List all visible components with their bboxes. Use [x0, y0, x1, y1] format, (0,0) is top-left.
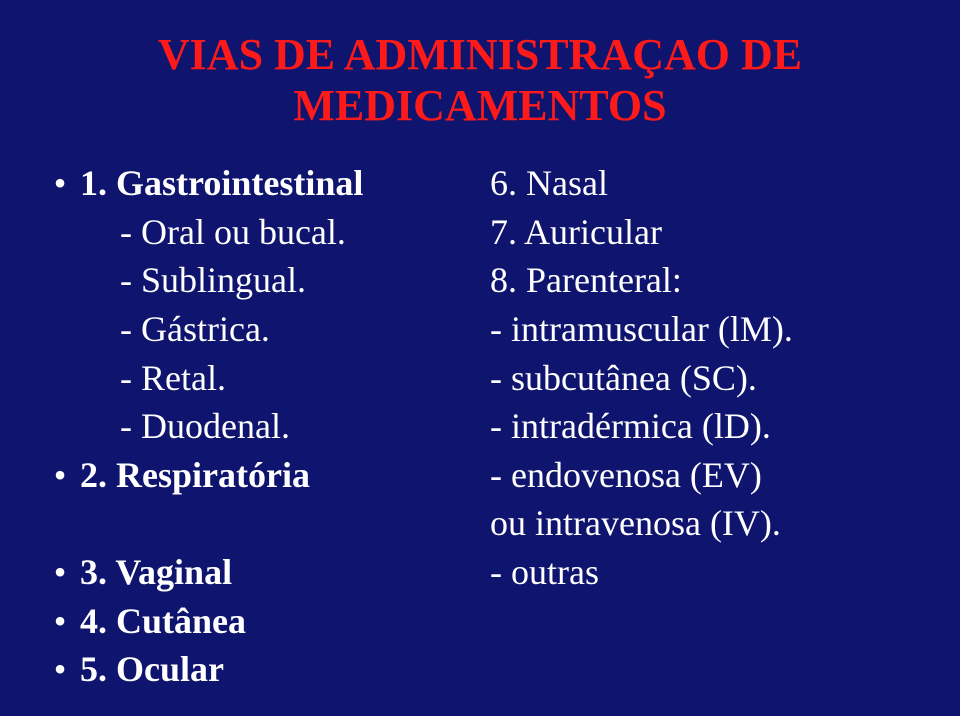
item-text: 6. Nasal — [490, 159, 920, 208]
sub-item: - endovenosa (EV) — [490, 451, 920, 500]
list-item-1: • 1. Gastrointestinal — [40, 159, 480, 208]
list-item-4: • 4. Cutânea — [40, 597, 480, 646]
right-column: 6. Nasal 7. Auricular 8. Parenteral: - i… — [480, 159, 920, 694]
sub-text: - intramuscular (lM). — [490, 305, 920, 354]
sub-item: - intramuscular (lM). — [490, 305, 920, 354]
sub-text: - Gástrica. — [80, 305, 480, 354]
item-text: 4. Cutânea — [80, 597, 480, 646]
sub-item: - Oral ou bucal. — [40, 208, 480, 257]
sub-item: - outras — [490, 548, 920, 597]
sub-text: ou intravenosa (IV). — [490, 499, 920, 548]
sub-item: - intradérmica (lD). — [490, 402, 920, 451]
sub-text: - Sublingual. — [80, 256, 480, 305]
list-item-6: 6. Nasal — [490, 159, 920, 208]
sub-item: - Gástrica. — [40, 305, 480, 354]
list-item-7: 7. Auricular — [490, 208, 920, 257]
title-line-2: MEDICAMENTOS — [40, 81, 920, 132]
sub-text: - Duodenal. — [80, 402, 480, 451]
item-text: 3. Vaginal — [80, 548, 480, 597]
list-item-5: • 5. Ocular — [40, 645, 480, 694]
sub-text: - Oral ou bucal. — [80, 208, 480, 257]
bullet-icon: • — [54, 548, 67, 597]
list-item-3: • 3. Vaginal — [40, 548, 480, 597]
slide-title: VIAS DE ADMINISTRAÇAO DE MEDICAMENTOS — [40, 30, 920, 131]
sub-item: ou intravenosa (IV). — [490, 499, 920, 548]
sub-text: - outras — [490, 548, 920, 597]
item-text: 1. Gastrointestinal — [80, 159, 480, 208]
slide: VIAS DE ADMINISTRAÇAO DE MEDICAMENTOS • … — [0, 0, 960, 716]
content-columns: • 1. Gastrointestinal - Oral ou bucal. -… — [40, 159, 920, 694]
sub-item: - Sublingual. — [40, 256, 480, 305]
bullet-icon: • — [54, 645, 67, 694]
spacer-row — [40, 499, 480, 548]
list-item-2: • 2. Respiratória — [40, 451, 480, 500]
sub-text: - intradérmica (lD). — [490, 402, 920, 451]
item-text: 8. Parenteral: — [490, 256, 920, 305]
list-item-8: 8. Parenteral: — [490, 256, 920, 305]
bullet-icon: • — [54, 159, 67, 208]
sub-text: - Retal. — [80, 354, 480, 403]
item-text: 2. Respiratória — [80, 451, 480, 500]
sub-text: - endovenosa (EV) — [490, 451, 920, 500]
bullet-icon: • — [54, 597, 67, 646]
sub-item: - Duodenal. — [40, 402, 480, 451]
item-text: 7. Auricular — [490, 208, 920, 257]
item-text: 5. Ocular — [80, 645, 480, 694]
sub-text: - subcutânea (SC). — [490, 354, 920, 403]
sub-item: - subcutânea (SC). — [490, 354, 920, 403]
sub-item: - Retal. — [40, 354, 480, 403]
left-column: • 1. Gastrointestinal - Oral ou bucal. -… — [40, 159, 480, 694]
title-line-1: VIAS DE ADMINISTRAÇAO DE — [40, 30, 920, 81]
bullet-icon: • — [54, 451, 67, 500]
